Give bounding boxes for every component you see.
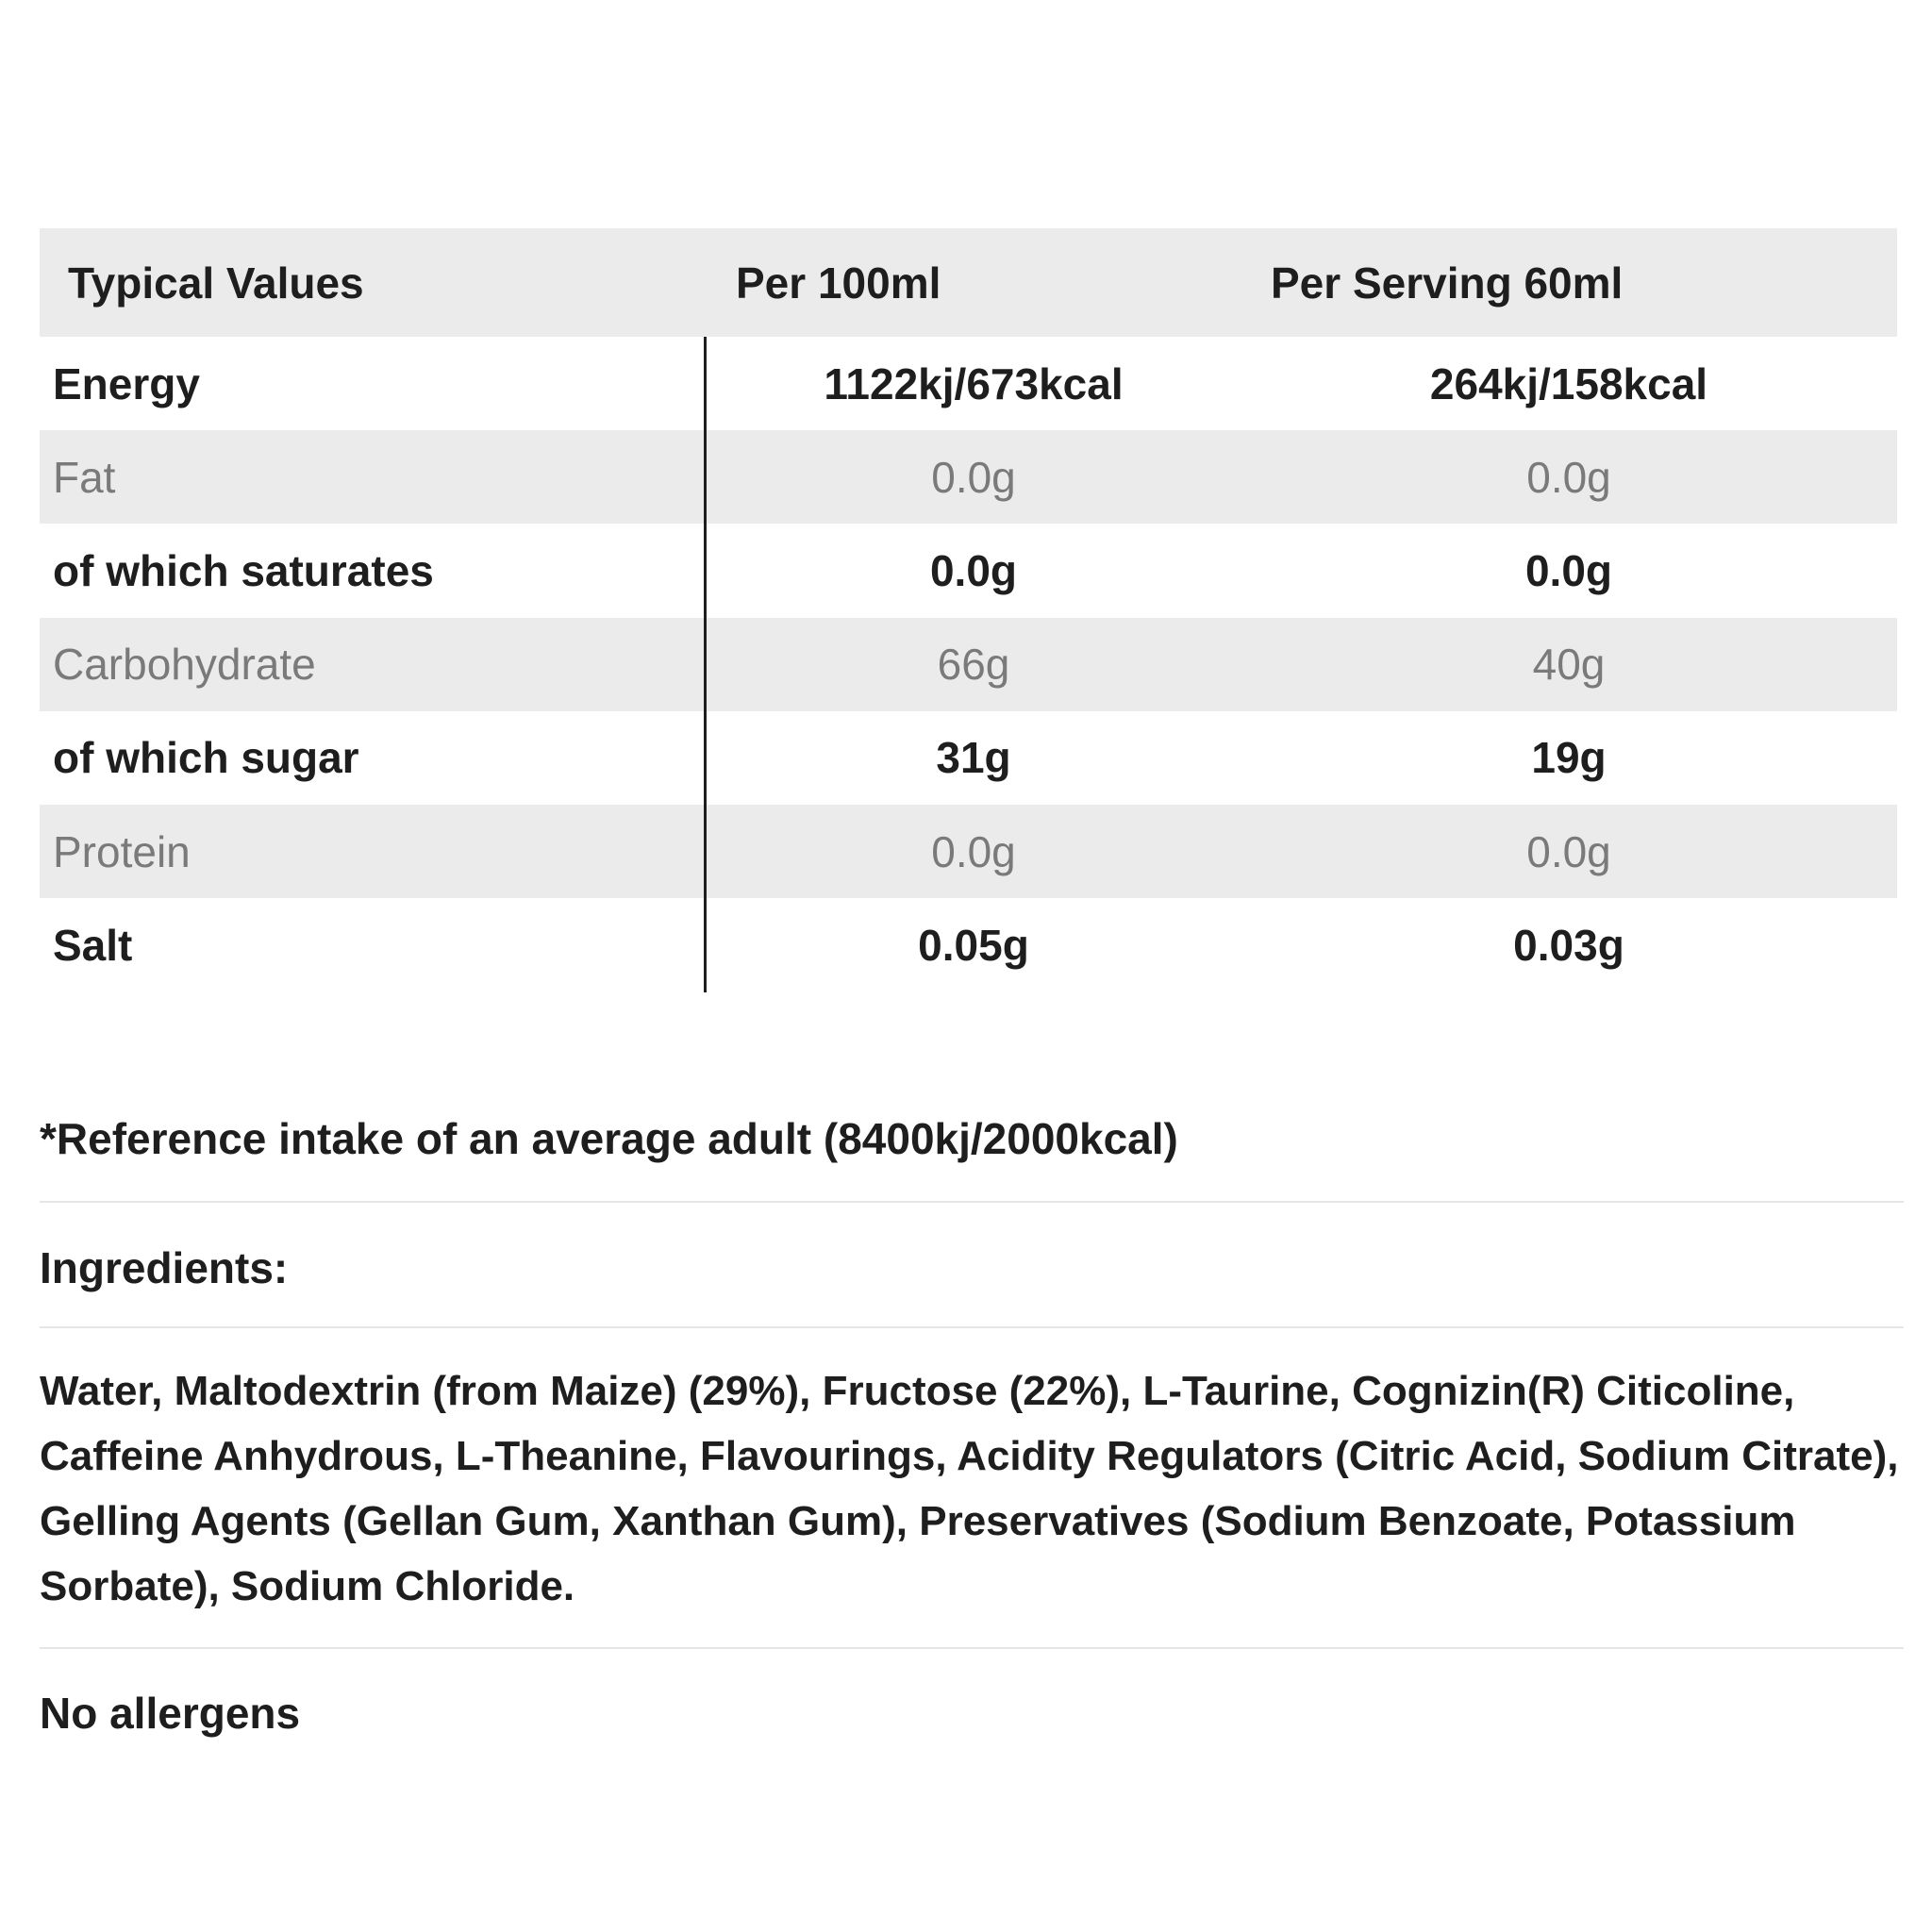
header-cell: Per 100ml xyxy=(736,258,941,308)
row-label: of which sugar xyxy=(53,733,359,783)
row-value: 0.05g xyxy=(918,920,1029,970)
row-value: 40g xyxy=(1532,640,1606,690)
row-value: 1122kj/673kcal xyxy=(824,358,1124,408)
row-label: Energy xyxy=(53,358,200,408)
row-value: 19g xyxy=(1531,733,1607,783)
divider xyxy=(40,1647,1904,1649)
row-value: 0.0g xyxy=(929,546,1018,595)
row-band xyxy=(40,430,1897,525)
row-value: 0.03g xyxy=(1513,920,1624,970)
row-value: 264kj/158kcal xyxy=(1429,358,1708,408)
row-label: of which saturates xyxy=(53,546,434,595)
footnote: *Reference intake of an average adult (8… xyxy=(40,1114,1178,1163)
row-value: 0.0g xyxy=(1526,452,1611,502)
row-band xyxy=(40,805,1897,899)
header-band xyxy=(40,228,1897,337)
row-value: 0.0g xyxy=(1524,546,1613,595)
row-label: Carbohydrate xyxy=(53,640,316,690)
column-divider xyxy=(704,337,707,992)
row-value: 0.0g xyxy=(1526,826,1611,876)
ingredients-text: Water, Maltodextrin (from Maize) (29%), … xyxy=(40,1368,1899,1609)
row-value: 0.0g xyxy=(931,452,1016,502)
row-label: Salt xyxy=(53,920,133,970)
row-value: 66g xyxy=(937,640,1010,690)
row-value: 0.0g xyxy=(931,826,1016,876)
row-label: Fat xyxy=(53,452,116,502)
allergens: No allergens xyxy=(40,1689,301,1738)
row-label: Protein xyxy=(53,826,191,876)
divider xyxy=(40,1326,1904,1328)
row-value: 31g xyxy=(936,733,1011,783)
divider xyxy=(40,1201,1904,1203)
row-band xyxy=(40,617,1897,711)
header-cell: Per Serving 60ml xyxy=(1271,258,1624,308)
ingredients-heading: Ingredients: xyxy=(40,1243,289,1292)
header-cell: Typical Values xyxy=(68,258,364,308)
